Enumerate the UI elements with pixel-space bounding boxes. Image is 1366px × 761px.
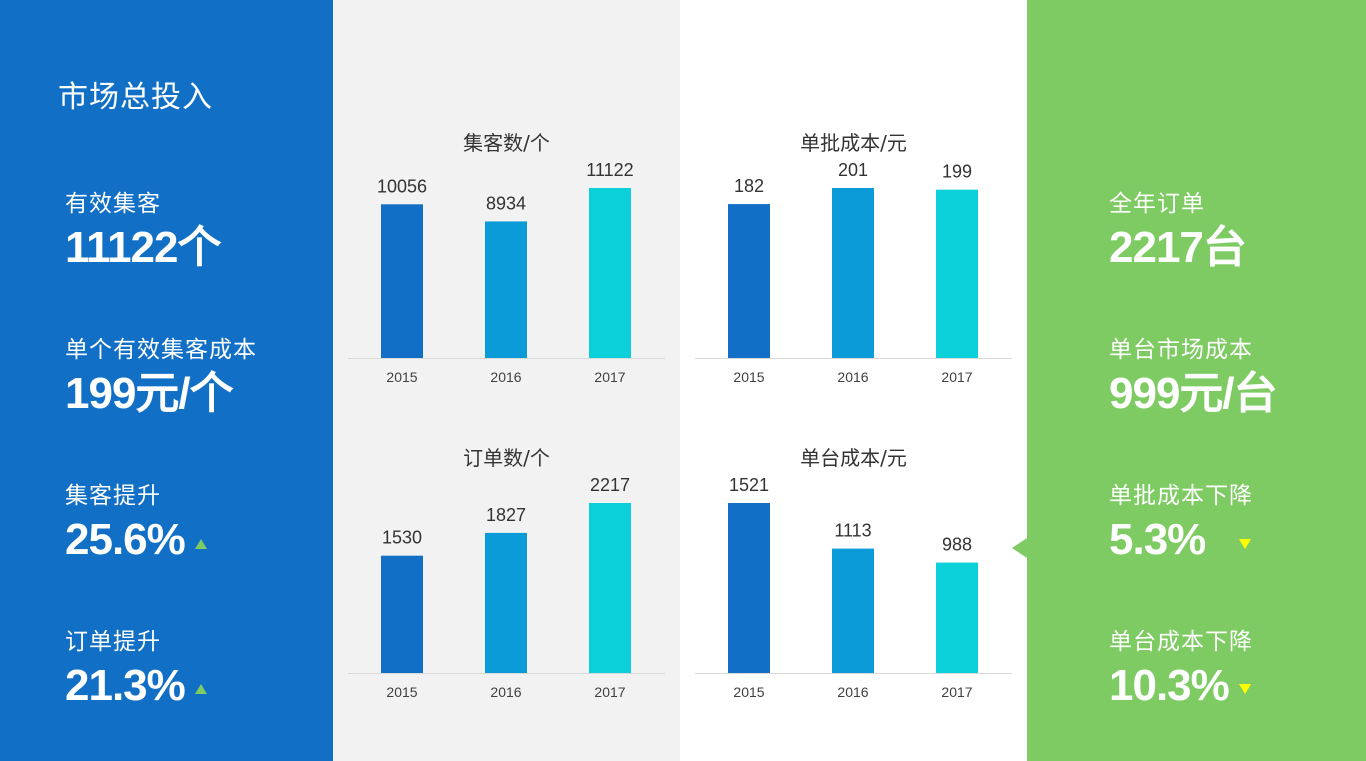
data-label: 1521 (729, 475, 769, 495)
data-label: 1827 (486, 505, 526, 525)
x-tick-label: 2016 (490, 369, 521, 385)
data-label: 8934 (486, 193, 526, 213)
data-label: 1113 (834, 521, 871, 541)
chart-unit-cost: 单台成本/元 1521 2015 1113 2016 988 2017 (695, 446, 1012, 700)
chart-title: 订单数/个 (463, 446, 550, 470)
kpi-value: 5.3% (1109, 515, 1206, 564)
data-label: 182 (734, 176, 764, 196)
bar-2017 (936, 189, 978, 358)
data-label: 201 (838, 160, 868, 180)
left-summary-panel: 市场总投入 有效集客 11122个 单个有效集客成本 199元/个 集客提升 2… (0, 0, 333, 761)
trend-up-icon (195, 684, 207, 694)
x-tick-label: 2016 (837, 369, 868, 385)
kpi-customer-growth: 集客提升 25.6% (65, 476, 186, 564)
bar-2016 (485, 532, 527, 673)
bar-2015 (728, 204, 770, 358)
x-tick-label: 2015 (386, 684, 417, 700)
kpi-unit-cost-decline: 单台成本下降 10.3% (1109, 622, 1253, 708)
trend-down-icon (1239, 539, 1251, 549)
bar-2017 (589, 188, 631, 358)
data-label: 11122 (586, 160, 633, 180)
kpi-cost-per-customer: 单个有效集客成本 199元/个 (65, 330, 257, 416)
pointer-arrow-icon (1012, 538, 1027, 558)
bar-2016 (832, 188, 874, 358)
right-summary-panel: 全年订单 2217台 单台市场成本 999元/台 单批成本下降 5.3% 单台成… (1027, 0, 1366, 761)
bar-2017 (936, 562, 978, 673)
kpi-label: 单个有效集客成本 (65, 337, 257, 363)
x-tick-label: 2017 (594, 684, 625, 700)
kpi-label: 单台成本下降 (1109, 629, 1253, 655)
x-tick-label: 2016 (490, 684, 521, 700)
chart-title: 单台成本/元 (800, 446, 907, 470)
bar-2017 (589, 503, 631, 673)
kpi-order-growth: 订单提升 21.3% (65, 622, 186, 710)
x-tick-label: 2015 (733, 684, 764, 700)
kpi-value: 21.3% (65, 661, 186, 710)
x-tick-label: 2017 (941, 684, 972, 700)
chart-title: 单批成本/元 (800, 131, 907, 155)
kpi-label: 全年订单 (1109, 191, 1205, 217)
trend-up-icon (195, 539, 207, 549)
kpi-effective-customers: 有效集客 11122个 (65, 184, 221, 270)
data-label: 2217 (590, 475, 630, 495)
kpi-value: 11122个 (65, 223, 221, 272)
chart-customer-count: 集客数/个 10056 2015 8934 2016 11122 2017 (348, 131, 665, 385)
kpi-label: 单批成本下降 (1109, 483, 1253, 509)
x-tick-label: 2017 (594, 369, 625, 385)
kpi-label: 有效集客 (65, 191, 161, 217)
data-label: 199 (942, 162, 972, 182)
bar-2015 (381, 555, 423, 673)
x-tick-label: 2015 (386, 369, 417, 385)
kpi-value: 10.3% (1109, 661, 1230, 710)
kpi-value: 2217台 (1109, 223, 1247, 272)
data-label: 10056 (377, 176, 427, 196)
data-label: 1530 (382, 528, 422, 548)
x-tick-label: 2016 (837, 684, 868, 700)
kpi-annual-orders: 全年订单 2217台 (1109, 184, 1247, 272)
bar-2016 (832, 548, 874, 673)
kpi-value: 25.6% (65, 515, 186, 564)
x-tick-label: 2015 (733, 369, 764, 385)
trend-down-icon (1239, 684, 1251, 694)
chart-title: 集客数/个 (463, 131, 550, 155)
x-tick-label: 2017 (941, 369, 972, 385)
panel-title: 市场总投入 (58, 80, 213, 115)
chart-order-count: 订单数/个 1530 2015 1827 2016 2217 2017 (348, 446, 665, 700)
kpi-label: 单台市场成本 (1109, 337, 1253, 363)
kpi-value: 199元/个 (65, 369, 234, 418)
kpi-label: 订单提升 (65, 629, 161, 655)
kpi-unit-market-cost: 单台市场成本 999元/台 (1109, 330, 1278, 418)
bar-2016 (485, 221, 527, 358)
bar-2015 (381, 204, 423, 358)
bar-2015 (728, 503, 770, 673)
kpi-batch-cost-decline: 单批成本下降 5.3% (1109, 476, 1253, 562)
data-label: 988 (942, 535, 972, 555)
kpi-label: 集客提升 (65, 483, 161, 509)
chart-batch-cost: 单批成本/元 182 2015 201 2016 199 2017 (695, 131, 1012, 385)
kpi-value: 999元/台 (1109, 369, 1278, 418)
